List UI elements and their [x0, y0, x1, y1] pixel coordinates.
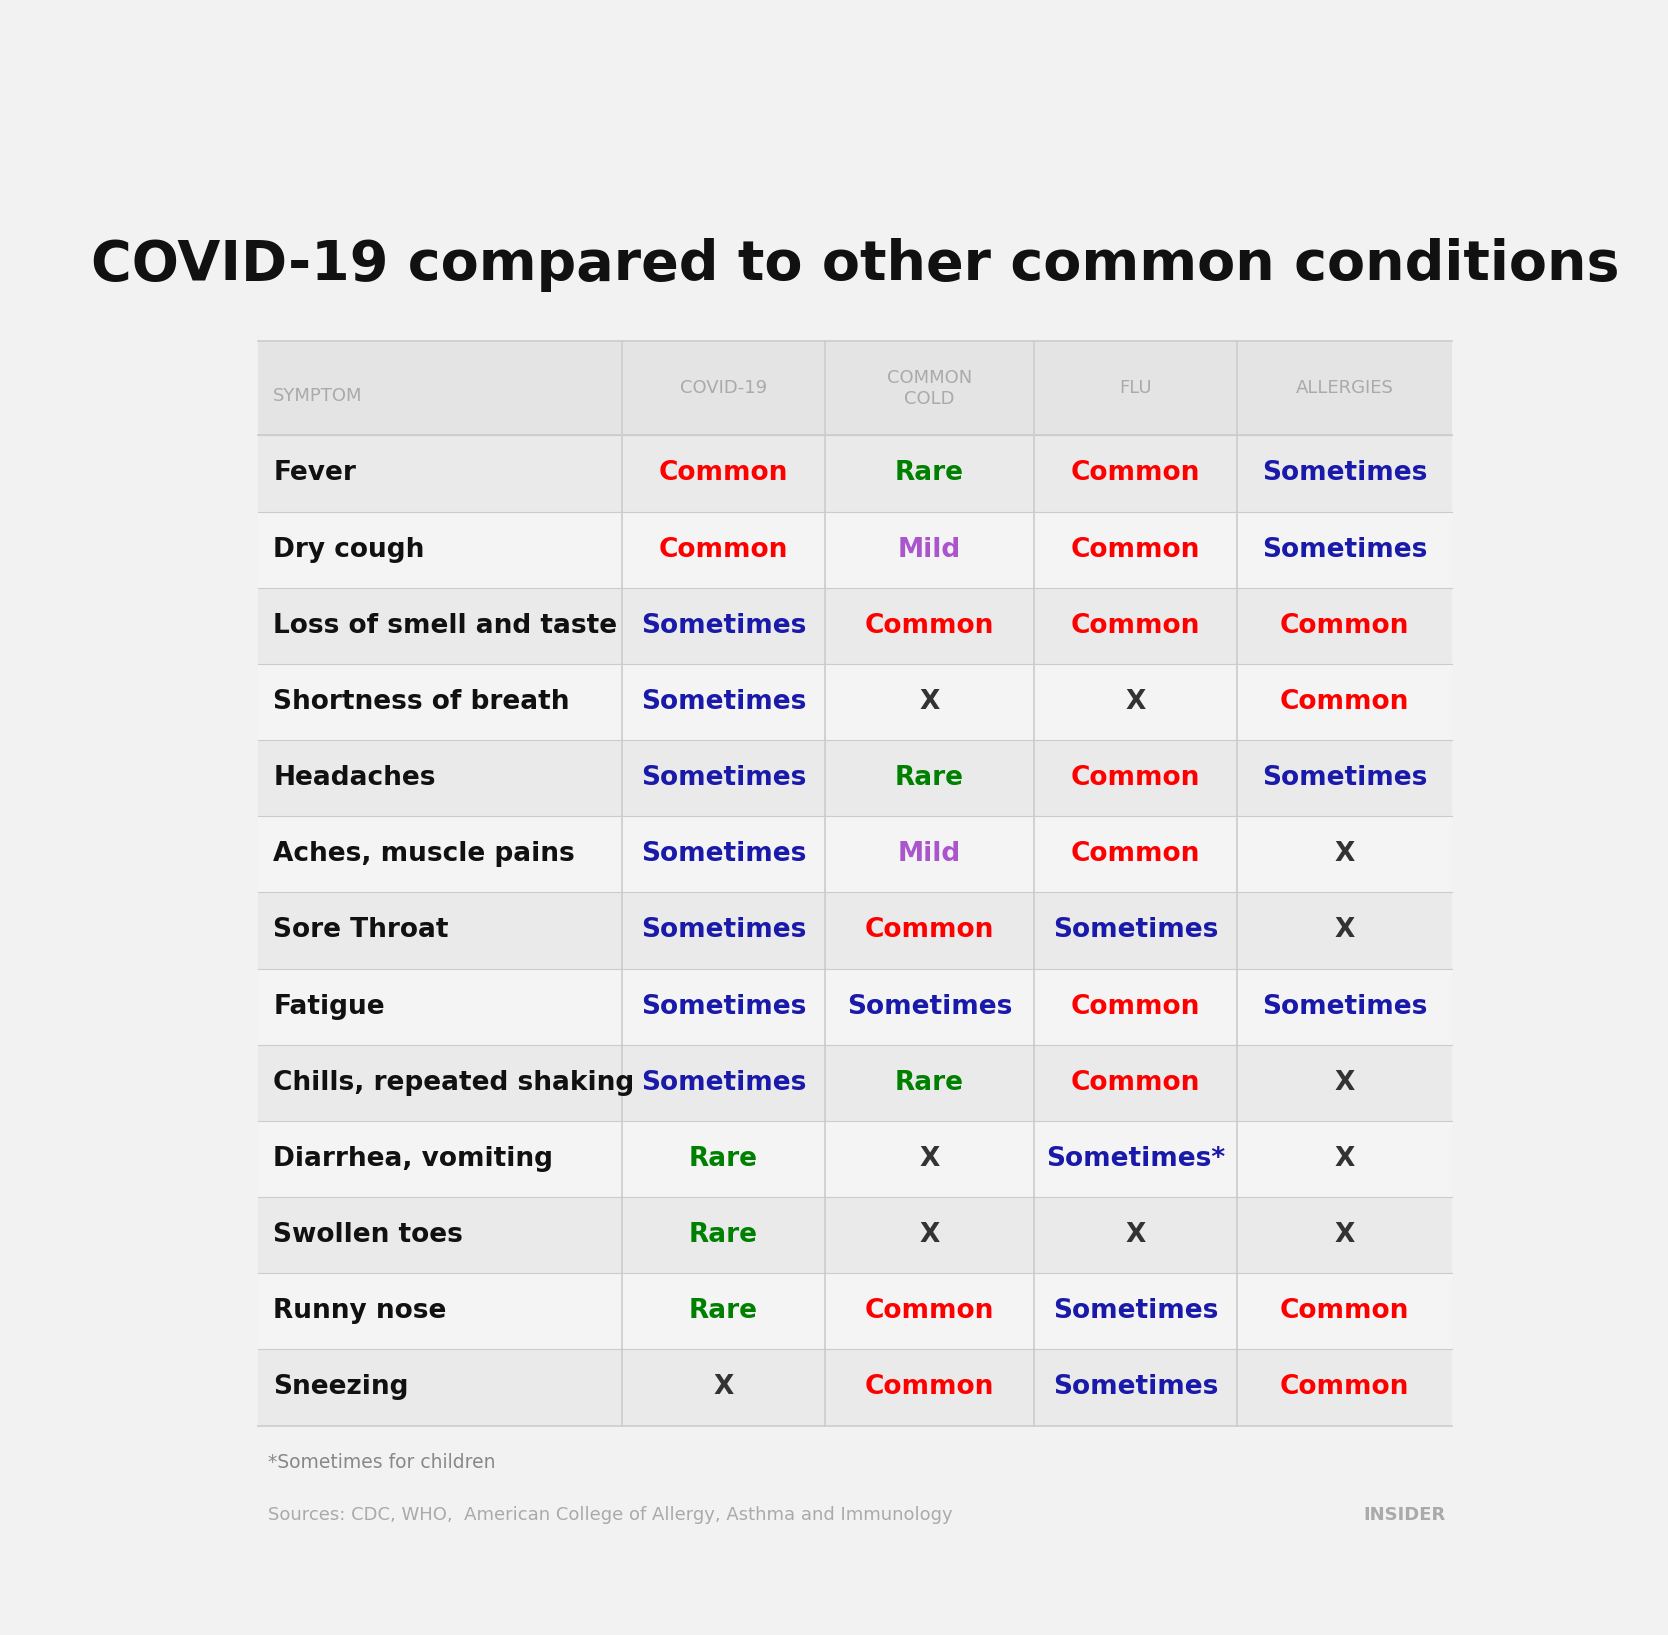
Text: FLU: FLU	[1119, 379, 1153, 397]
FancyBboxPatch shape	[257, 1197, 1453, 1274]
Text: Sometimes*: Sometimes*	[1046, 1146, 1224, 1172]
FancyBboxPatch shape	[257, 1349, 1453, 1426]
Text: Sometimes: Sometimes	[641, 842, 806, 867]
Text: Sometimes: Sometimes	[1053, 917, 1218, 943]
Text: Common: Common	[864, 917, 994, 943]
Text: Sometimes: Sometimes	[1053, 1375, 1218, 1401]
Text: COVID-19 compared to other common conditions: COVID-19 compared to other common condit…	[90, 239, 1620, 293]
Text: Common: Common	[1071, 613, 1201, 639]
Text: Sources: CDC, WHO,  American College of Allergy, Asthma and Immunology: Sources: CDC, WHO, American College of A…	[269, 1506, 952, 1524]
FancyBboxPatch shape	[257, 968, 1453, 1045]
Text: INSIDER: INSIDER	[1363, 1506, 1446, 1524]
Text: Chills, repeated shaking: Chills, repeated shaking	[274, 1069, 634, 1095]
Text: Sometimes: Sometimes	[641, 765, 806, 791]
Text: Sometimes: Sometimes	[641, 1069, 806, 1095]
FancyBboxPatch shape	[257, 1045, 1453, 1122]
Text: Sore Throat: Sore Throat	[274, 917, 449, 943]
Text: X: X	[1334, 917, 1354, 943]
Text: Common: Common	[1071, 461, 1201, 487]
Text: X: X	[1126, 688, 1146, 714]
Text: Common: Common	[1279, 613, 1409, 639]
Text: Sometimes: Sometimes	[847, 994, 1012, 1020]
Text: Sometimes: Sometimes	[1263, 536, 1428, 562]
Text: Sneezing: Sneezing	[274, 1375, 409, 1401]
Text: *Sometimes for children: *Sometimes for children	[269, 1454, 495, 1472]
Text: X: X	[1334, 1069, 1354, 1095]
Text: Common: Common	[1071, 765, 1201, 791]
Text: Runny nose: Runny nose	[274, 1298, 447, 1324]
Text: X: X	[919, 1146, 939, 1172]
Text: Common: Common	[864, 1298, 994, 1324]
FancyBboxPatch shape	[257, 512, 1453, 587]
Text: Sometimes: Sometimes	[1053, 1298, 1218, 1324]
Text: X: X	[1334, 1221, 1354, 1248]
Text: Headaches: Headaches	[274, 765, 435, 791]
Text: Common: Common	[1071, 994, 1201, 1020]
Text: Common: Common	[1279, 1375, 1409, 1401]
Text: Dry cough: Dry cough	[274, 536, 425, 562]
Text: Shortness of breath: Shortness of breath	[274, 688, 570, 714]
Text: X: X	[919, 1221, 939, 1248]
Text: Diarrhea, vomiting: Diarrhea, vomiting	[274, 1146, 554, 1172]
FancyBboxPatch shape	[257, 893, 1453, 968]
Text: Mild: Mild	[897, 842, 961, 867]
Text: Sometimes: Sometimes	[641, 994, 806, 1020]
Text: Common: Common	[659, 536, 789, 562]
Text: Rare: Rare	[896, 765, 964, 791]
Text: Sometimes: Sometimes	[1263, 994, 1428, 1020]
Text: X: X	[919, 688, 939, 714]
Text: ALLERGIES: ALLERGIES	[1296, 379, 1393, 397]
FancyBboxPatch shape	[257, 1274, 1453, 1349]
FancyBboxPatch shape	[257, 435, 1453, 512]
Text: Common: Common	[864, 613, 994, 639]
Text: Sometimes: Sometimes	[1263, 461, 1428, 487]
Text: Common: Common	[1071, 1069, 1201, 1095]
Text: Aches, muscle pains: Aches, muscle pains	[274, 842, 575, 867]
Text: Fever: Fever	[274, 461, 355, 487]
Text: COVID-19: COVID-19	[681, 379, 767, 397]
FancyBboxPatch shape	[257, 741, 1453, 816]
Text: Common: Common	[659, 461, 789, 487]
Text: Mild: Mild	[897, 536, 961, 562]
FancyBboxPatch shape	[257, 587, 1453, 664]
Text: X: X	[714, 1375, 734, 1401]
Text: X: X	[1126, 1221, 1146, 1248]
Text: Common: Common	[1279, 688, 1409, 714]
Text: X: X	[1334, 1146, 1354, 1172]
FancyBboxPatch shape	[257, 816, 1453, 893]
FancyBboxPatch shape	[257, 664, 1453, 741]
Text: Sometimes: Sometimes	[641, 688, 806, 714]
Text: Fatigue: Fatigue	[274, 994, 385, 1020]
Text: COMMON
COLD: COMMON COLD	[887, 370, 972, 407]
Text: X: X	[1334, 842, 1354, 867]
Text: Sometimes: Sometimes	[641, 613, 806, 639]
Text: Rare: Rare	[896, 461, 964, 487]
FancyBboxPatch shape	[257, 1122, 1453, 1197]
Text: Common: Common	[1279, 1298, 1409, 1324]
Text: Loss of smell and taste: Loss of smell and taste	[274, 613, 617, 639]
Text: Sometimes: Sometimes	[641, 917, 806, 943]
Text: Rare: Rare	[689, 1221, 757, 1248]
Text: Rare: Rare	[689, 1298, 757, 1324]
Text: Swollen toes: Swollen toes	[274, 1221, 464, 1248]
Text: SYMPTOM: SYMPTOM	[274, 387, 362, 405]
Text: Common: Common	[1071, 842, 1201, 867]
Text: Sometimes: Sometimes	[1263, 765, 1428, 791]
Text: Rare: Rare	[896, 1069, 964, 1095]
Text: Common: Common	[864, 1375, 994, 1401]
Text: Rare: Rare	[689, 1146, 757, 1172]
Text: Common: Common	[1071, 536, 1201, 562]
FancyBboxPatch shape	[257, 342, 1453, 435]
